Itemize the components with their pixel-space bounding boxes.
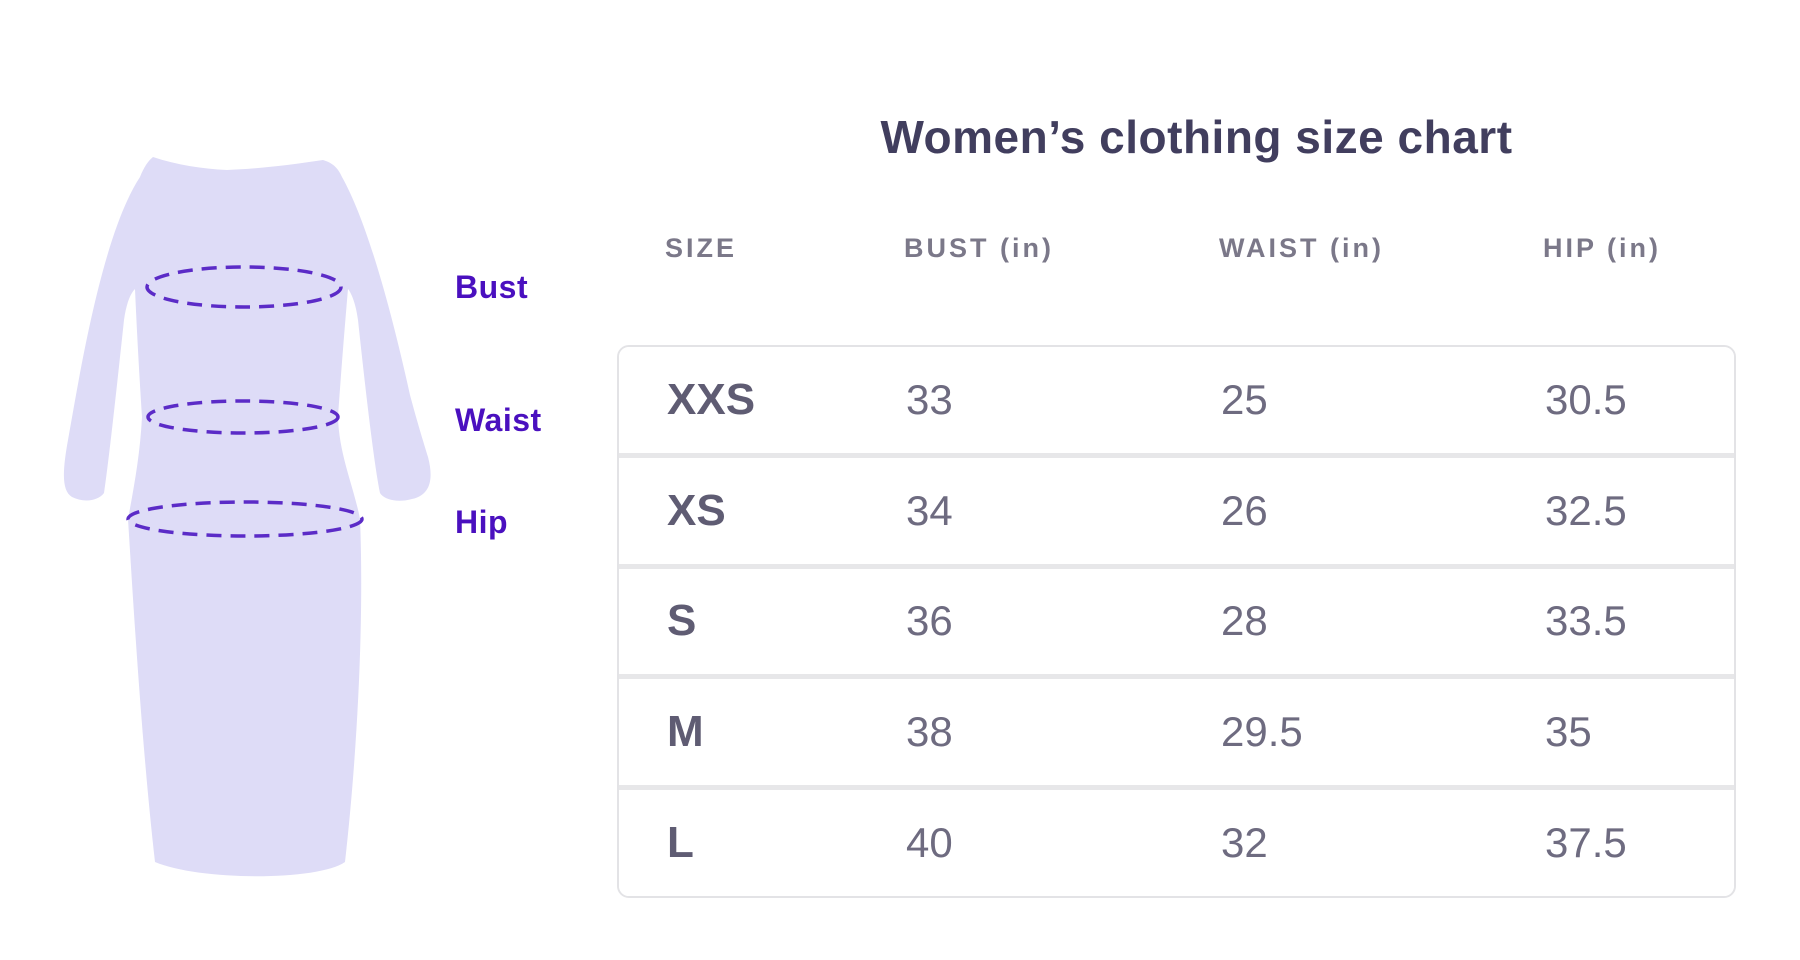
cell-size: M	[667, 707, 704, 757]
hip-measure-line	[126, 500, 364, 538]
cell-bust: 38	[906, 708, 953, 756]
dress-illustration	[63, 157, 431, 877]
cell-size: L	[667, 818, 694, 868]
cell-hip: 35	[1545, 708, 1592, 756]
bust-label: Bust	[455, 269, 529, 305]
cell-waist: 29.5	[1221, 708, 1303, 756]
size-chart-content: Women’s clothing size chart SIZE BUST (i…	[617, 0, 1736, 960]
cell-hip: 33.5	[1545, 597, 1627, 645]
hip-label: Hip	[455, 504, 509, 540]
table-header-row: SIZE BUST (in) WAIST (in) HIP (in)	[617, 230, 1736, 266]
column-header-size: SIZE	[665, 233, 738, 263]
column-header-hip: HIP (in)	[1543, 233, 1661, 263]
dress-silhouette	[63, 157, 431, 877]
cell-size: XXS	[667, 374, 756, 424]
size-table: XXS 33 25 30.5 XS 34 26 32.5 S 36 28 33.5 M 38 29.5 35 L…	[617, 345, 1736, 898]
cell-hip: 32.5	[1545, 486, 1627, 534]
waist-measure-line	[146, 399, 340, 435]
cell-waist: 28	[1221, 597, 1268, 645]
dress-figure: Bust Waist Hip	[0, 0, 600, 960]
table-row: L 40 32 37.5	[619, 790, 1734, 896]
cell-bust: 36	[906, 597, 953, 645]
cell-hip: 30.5	[1545, 375, 1627, 423]
page-title: Women’s clothing size chart	[880, 111, 1513, 163]
table-row: S 36 28 33.5	[619, 568, 1734, 675]
column-header-bust: BUST (in)	[904, 233, 1054, 263]
table-row: XXS 33 25 30.5	[619, 347, 1734, 453]
waist-label: Waist	[455, 402, 542, 438]
cell-waist: 26	[1221, 486, 1268, 534]
bust-measure-line	[145, 265, 343, 309]
row-divider	[619, 785, 1734, 791]
column-header-waist: WAIST (in)	[1219, 233, 1384, 263]
row-divider	[619, 563, 1734, 569]
table-row: M 38 29.5 35	[619, 679, 1734, 786]
row-divider	[619, 452, 1734, 458]
cell-waist: 32	[1221, 819, 1268, 867]
row-divider	[619, 674, 1734, 680]
cell-bust: 40	[906, 819, 953, 867]
cell-size: S	[667, 596, 697, 646]
cell-bust: 33	[906, 375, 953, 423]
table-row: XS 34 26 32.5	[619, 457, 1734, 564]
cell-waist: 25	[1221, 375, 1268, 423]
cell-hip: 37.5	[1545, 819, 1627, 867]
cell-bust: 34	[906, 486, 953, 534]
cell-size: XS	[667, 485, 726, 535]
